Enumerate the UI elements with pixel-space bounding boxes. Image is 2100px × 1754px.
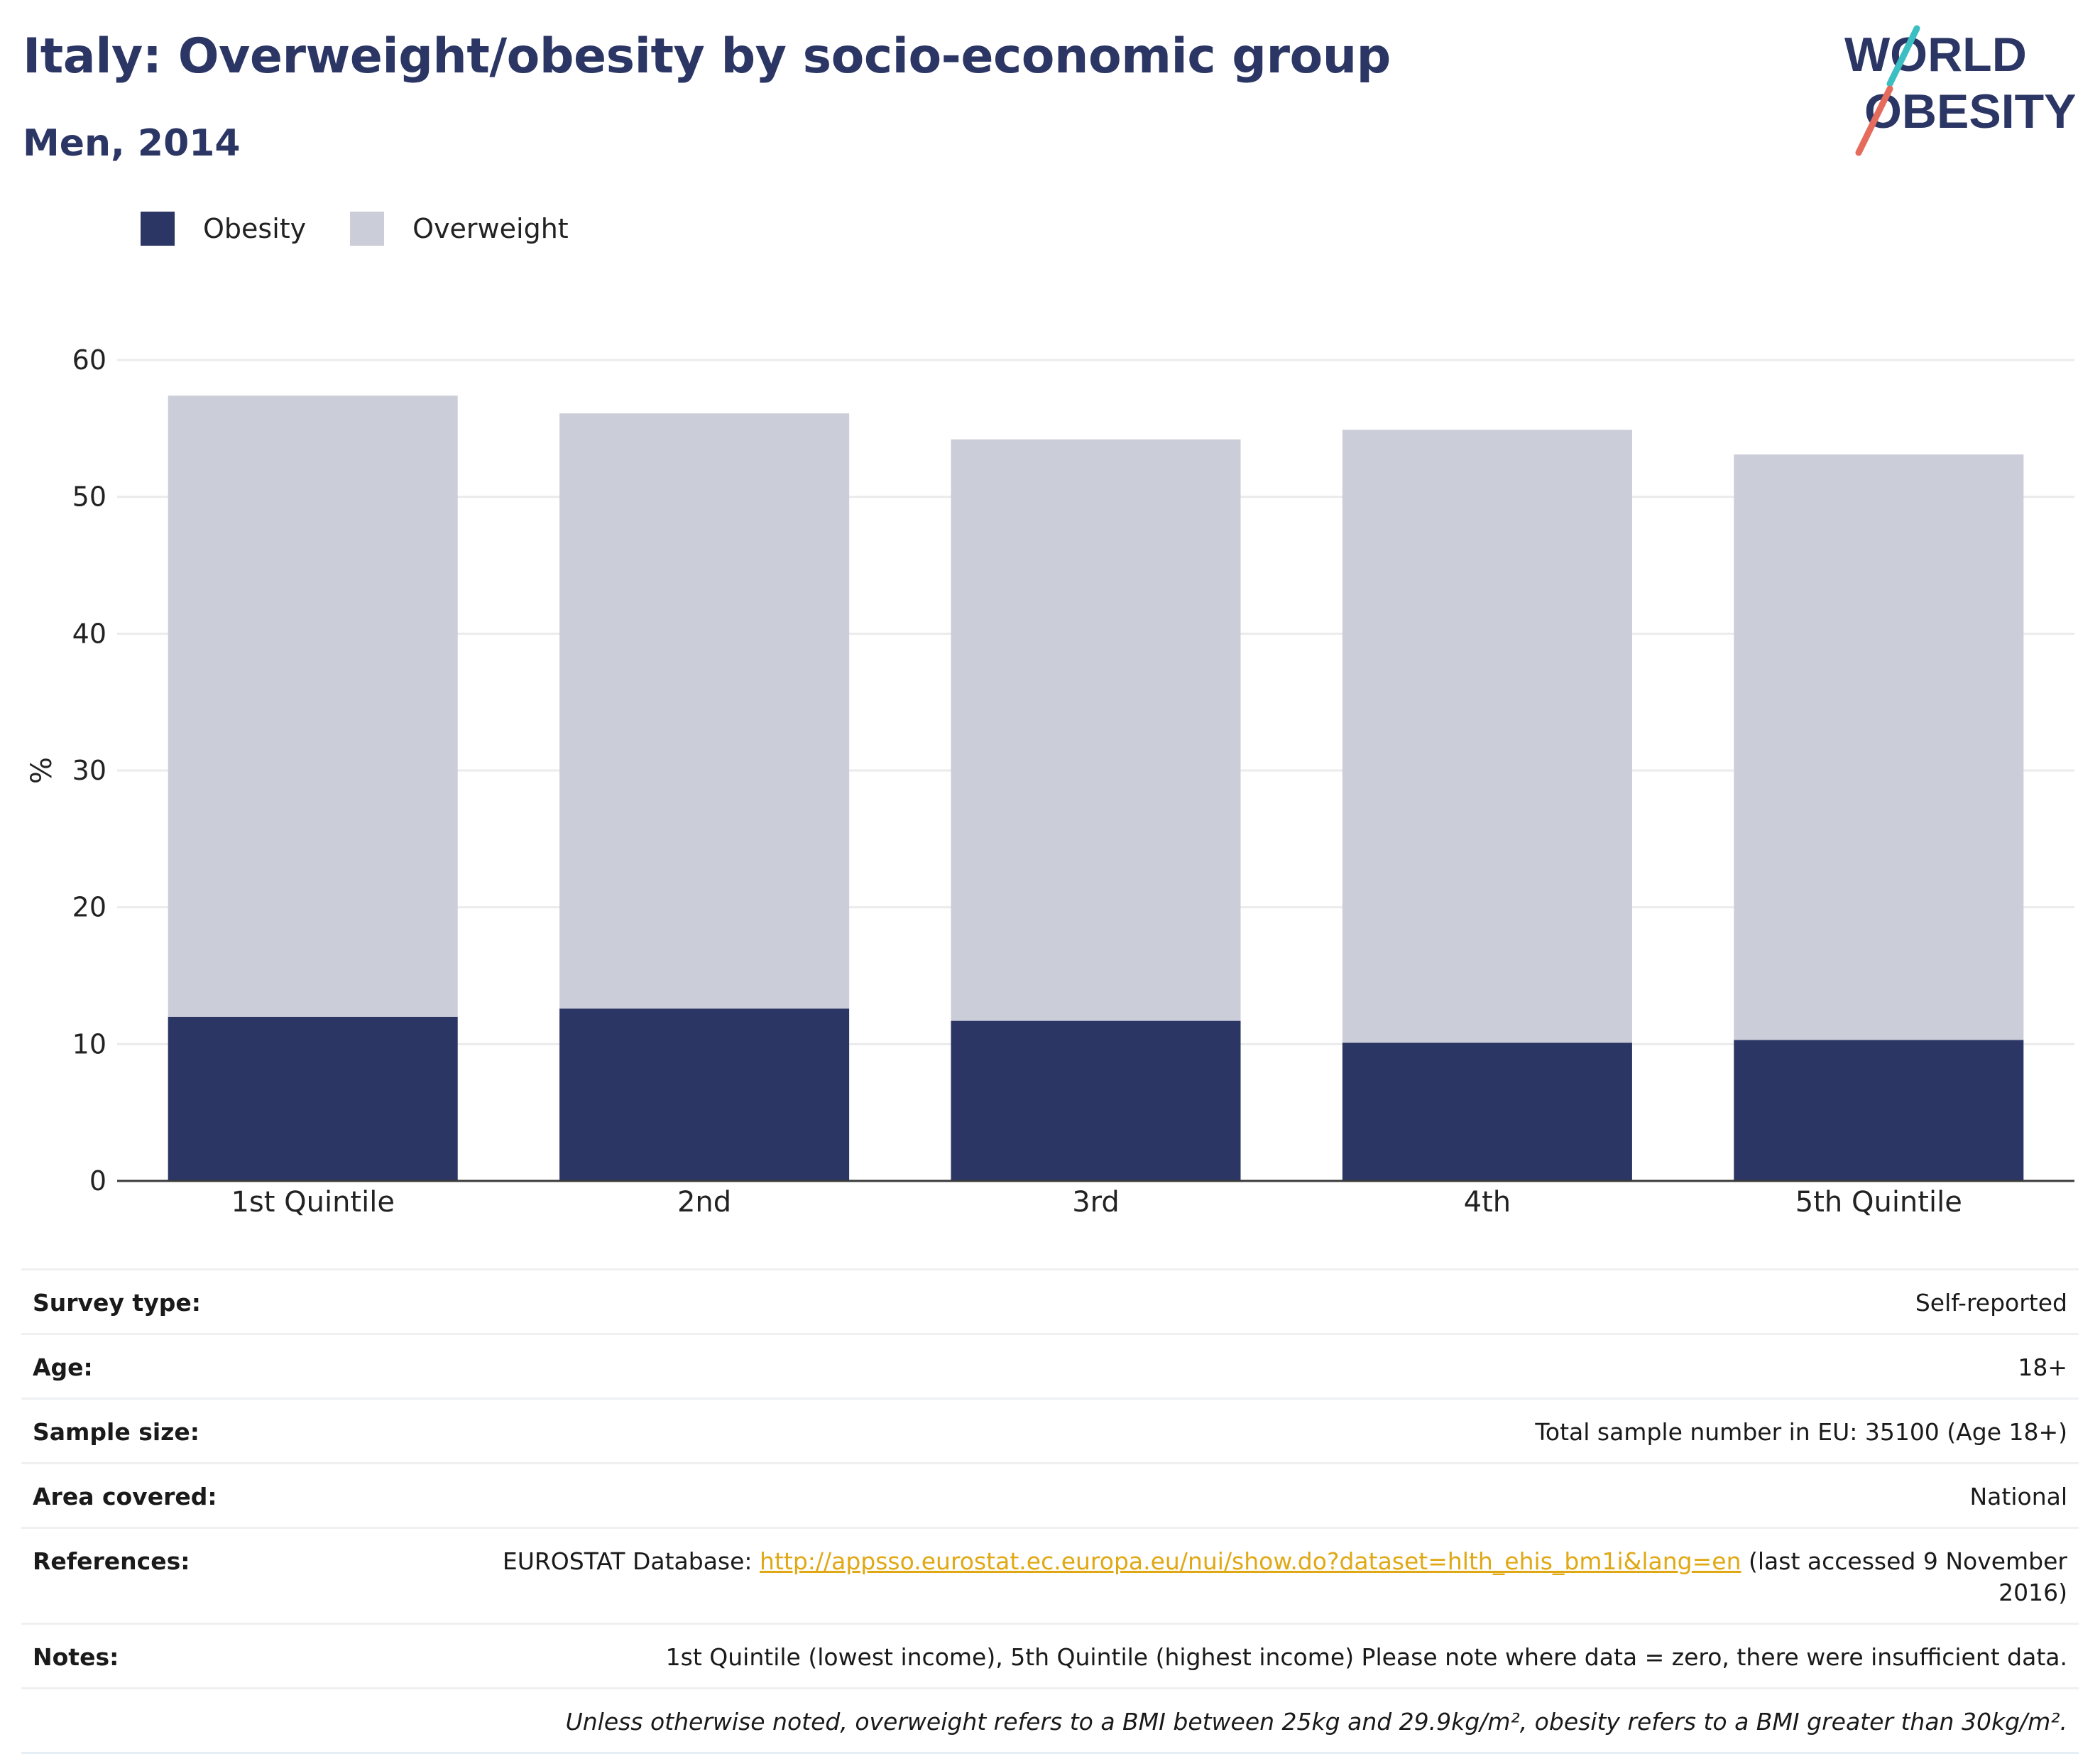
info-value: Self-reported: [1915, 1289, 2067, 1317]
y-tick-label: 40: [72, 618, 106, 649]
bmi-definition-note: Unless otherwise noted, overweight refer…: [565, 1708, 2067, 1736]
x-tick-label: 1st Quintile: [231, 1186, 395, 1219]
bar-obesity: [1734, 1040, 2024, 1181]
legend-swatch-overweight: [350, 212, 385, 246]
y-tick-label: 50: [72, 481, 106, 513]
info-row-area: Area covered: National: [21, 1464, 2079, 1529]
x-tick-label: 3rd: [1072, 1186, 1120, 1219]
legend-item-obesity: Obesity: [141, 212, 306, 246]
y-tick-label: 60: [72, 344, 106, 376]
info-label: Notes:: [33, 1643, 119, 1671]
bar-obesity: [559, 1008, 850, 1181]
legend-label-obesity: Obesity: [203, 213, 307, 244]
bar-overweight: [168, 396, 458, 1017]
bar-overweight: [559, 413, 850, 1009]
info-label: Area covered:: [33, 1483, 217, 1510]
logo-slash-teal: [1886, 25, 1920, 87]
reference-prefix: EUROSTAT Database:: [502, 1547, 760, 1575]
info-label: Survey type:: [33, 1289, 201, 1317]
info-label: References:: [33, 1547, 190, 1575]
info-row-age: Age: 18+: [21, 1335, 2079, 1400]
y-axis-label: %: [26, 757, 58, 784]
x-tick-label: 4th: [1464, 1186, 1511, 1219]
info-value: National: [1969, 1483, 2067, 1510]
info-row-bmi-note: Unless otherwise noted, overweight refer…: [21, 1689, 2079, 1754]
chart-legend: Obesity Overweight: [141, 212, 613, 246]
info-row-references: References: EUROSTAT Database: http://ap…: [21, 1529, 2079, 1625]
bar-overweight: [1342, 430, 1632, 1043]
logo-word-2: OBESITY: [1864, 85, 2077, 138]
chart-title: Italy: Overweight/obesity by socio-econo…: [23, 28, 1391, 85]
reference-link[interactable]: http://appsso.eurostat.ec.europa.eu/nui/…: [760, 1547, 1741, 1575]
info-value: Total sample number in EU: 35100 (Age 18…: [1535, 1418, 2067, 1446]
bar-obesity: [951, 1020, 1241, 1181]
world-obesity-logo: WORLD OBESITY: [1844, 25, 2077, 156]
info-label: Sample size:: [33, 1418, 199, 1446]
legend-label-overweight: Overweight: [412, 213, 569, 244]
bar-overweight: [951, 439, 1241, 1021]
legend-swatch-obesity: [141, 212, 175, 246]
reference-suffix: (last accessed 9 November 2016): [1741, 1547, 2067, 1606]
chart-subtitle: Men, 2014: [23, 122, 241, 165]
logo-word-1: WORLD: [1844, 28, 2027, 82]
y-tick-label: 30: [72, 755, 106, 786]
logo-slash-coral: [1855, 85, 1893, 156]
legend-item-overweight: Overweight: [350, 212, 569, 246]
info-row-survey-type: Survey type: Self-reported: [21, 1270, 2079, 1335]
bar-obesity: [168, 1016, 458, 1181]
info-label: Age:: [33, 1353, 93, 1381]
bar-obesity: [1342, 1042, 1632, 1181]
x-tick-label: 5th Quintile: [1795, 1186, 1962, 1219]
x-tick-label: 2nd: [677, 1186, 731, 1219]
y-tick-label: 10: [72, 1028, 106, 1060]
y-tick-label: 0: [89, 1165, 106, 1197]
info-row-sample-size: Sample size: Total sample number in EU: …: [21, 1400, 2079, 1464]
survey-info-table: Survey type: Self-reported Age: 18+ Samp…: [21, 1268, 2079, 1754]
bar-chart: 0 10 20 30 40 50 60% 1st Quintile 2nd 3rd 4th 5th Q…: [26, 344, 2074, 1219]
info-value: 18+: [2018, 1353, 2067, 1381]
info-value: 1st Quintile (lowest income), 5th Quinti…: [665, 1643, 2067, 1671]
info-row-notes: Notes: 1st Quintile (lowest income), 5th…: [21, 1625, 2079, 1689]
bar-overweight: [1734, 454, 2024, 1040]
y-tick-label: 20: [72, 892, 106, 923]
info-value: EUROSTAT Database: http://appsso.eurosta…: [434, 1546, 2067, 1608]
